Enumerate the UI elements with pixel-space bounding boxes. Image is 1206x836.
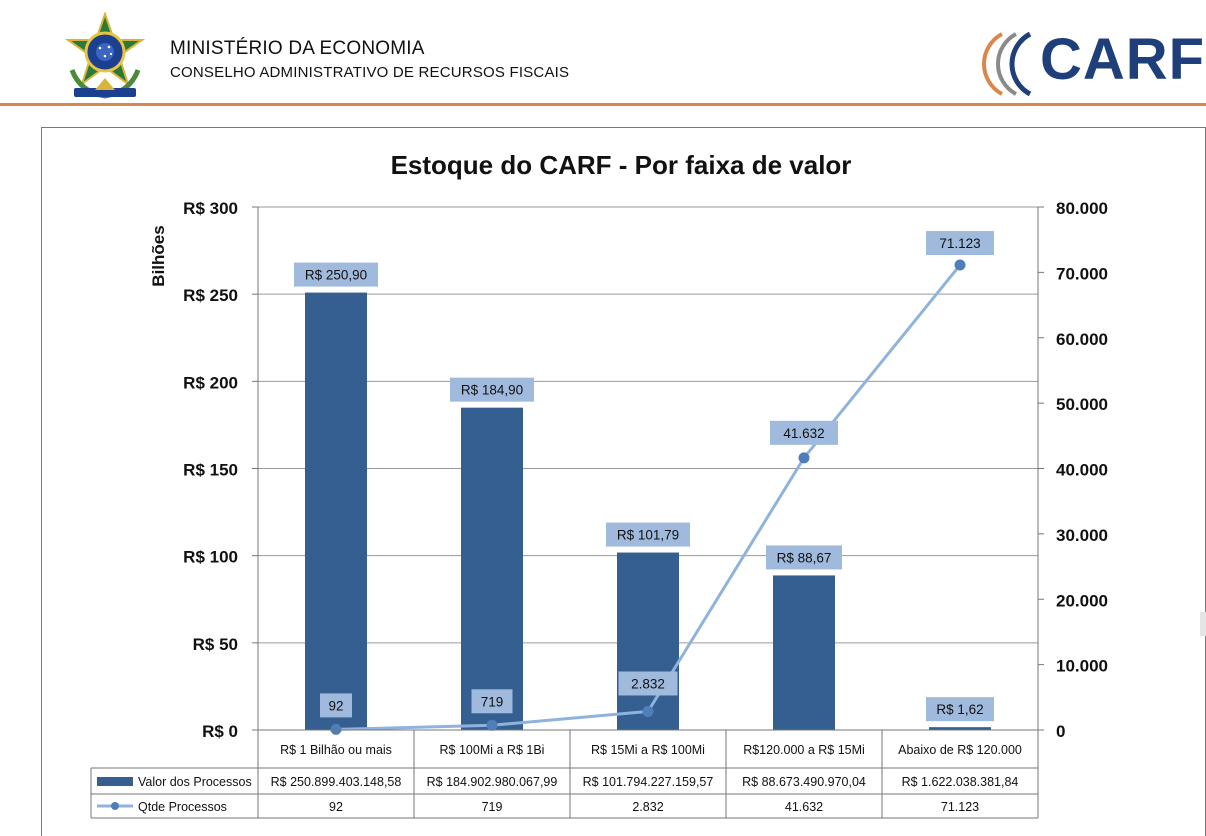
table-cell: R$ 250.899.403.148,58 — [271, 775, 402, 789]
y2-tick-label: 0 — [1056, 722, 1065, 741]
bar-data-label-box — [606, 522, 690, 547]
line-point — [330, 723, 342, 735]
table-cell: 41.632 — [785, 800, 823, 814]
line-data-label-box — [320, 693, 352, 718]
x-tick-label: R$ 100Mi a R$ 1Bi — [440, 743, 545, 757]
line-data-label: 719 — [481, 694, 504, 709]
y-tick-label: R$ 100 — [183, 548, 238, 567]
bar — [461, 407, 523, 730]
line-data-label: 92 — [328, 698, 343, 713]
y2-tick-label: 10.000 — [1056, 657, 1108, 676]
table-cell: R$ 184.902.980.067,99 — [427, 775, 558, 789]
ministry-name: MINISTÉRIO DA ECONOMIA — [170, 38, 425, 59]
legend-line-marker — [111, 802, 119, 810]
bar-data-label-box — [766, 545, 842, 570]
line-point — [642, 705, 654, 717]
line-point — [486, 719, 498, 731]
line-data-label-box — [471, 689, 513, 714]
bar-data-label: R$ 1,62 — [936, 702, 983, 717]
table-cell: R$ 88.673.490.970,04 — [742, 775, 866, 789]
bar-data-label-box — [294, 262, 378, 287]
y2-tick-label: 40.000 — [1056, 461, 1108, 480]
brazil-coat-of-arms-icon — [64, 12, 146, 99]
y2-tick-label: 80.000 — [1056, 199, 1108, 218]
y-tick-label: R$ 200 — [183, 373, 238, 392]
line-point — [798, 452, 810, 464]
legend-bar-key — [97, 777, 133, 786]
bar-data-label: R$ 88,67 — [777, 550, 832, 565]
bar-data-label-box — [926, 697, 994, 722]
table-cell: R$ 1.622.038.381,84 — [902, 775, 1019, 789]
bar-data-label: R$ 184,90 — [461, 383, 523, 398]
y-tick-label: R$ 50 — [193, 635, 238, 654]
chart-title: Estoque do CARF - Por faixa de valor — [391, 150, 852, 180]
y-tick-label: R$ 250 — [183, 286, 238, 305]
line-data-label: 71.123 — [939, 236, 980, 251]
table-cell: 71.123 — [941, 800, 979, 814]
y-tick-label: R$ 150 — [183, 461, 238, 480]
line-data-label-box — [926, 231, 994, 256]
line-data-label-box — [618, 671, 678, 696]
bar — [617, 552, 679, 730]
table-cell: 2.832 — [632, 800, 663, 814]
y-tick-label: R$ 0 — [202, 722, 238, 741]
bar — [773, 575, 835, 730]
line-point — [954, 259, 966, 271]
x-tick-label: R$ 1 Bilhão ou mais — [280, 743, 392, 757]
table-cell: 92 — [329, 800, 343, 814]
y2-tick-label: 30.000 — [1056, 526, 1108, 545]
bar-data-label-box — [450, 377, 534, 402]
legend-label: Qtde Processos — [138, 800, 227, 814]
y2-tick-label: 50.000 — [1056, 395, 1108, 414]
bar — [305, 292, 367, 730]
y-tick-label: R$ 300 — [183, 199, 238, 218]
carf-logo-arcs-icon — [982, 31, 1032, 97]
table-cell: 719 — [482, 800, 503, 814]
x-tick-label: R$ 15Mi a R$ 100Mi — [591, 743, 705, 757]
line-data-label: 41.632 — [783, 426, 824, 441]
header-divider — [0, 103, 1206, 106]
page-header: MINISTÉRIO DA ECONOMIA CONSELHO ADMINIST… — [0, 0, 1206, 108]
bar — [929, 727, 991, 730]
y2-tick-label: 60.000 — [1056, 330, 1108, 349]
x-tick-label: R$120.000 a R$ 15Mi — [743, 743, 865, 757]
table-cell: R$ 101.794.227.159,57 — [583, 775, 714, 789]
council-name: CONSELHO ADMINISTRATIVO DE RECURSOS FISC… — [170, 64, 570, 81]
y2-tick-label: 20.000 — [1056, 591, 1108, 610]
legend-label: Valor dos Processos — [138, 775, 252, 789]
line-data-label-box — [770, 420, 838, 445]
bar-data-label: R$ 101,79 — [617, 528, 679, 543]
line-data-label: 2.832 — [631, 676, 665, 691]
x-tick-label: Abaixo de R$ 120.000 — [898, 743, 1022, 757]
edge-mark — [1200, 612, 1206, 636]
carf-logo: CARF — [1040, 27, 1206, 92]
bar-data-label: R$ 250,90 — [305, 268, 367, 283]
y2-tick-label: 70.000 — [1056, 264, 1108, 283]
y-axis-label: Bilhões — [149, 225, 168, 286]
